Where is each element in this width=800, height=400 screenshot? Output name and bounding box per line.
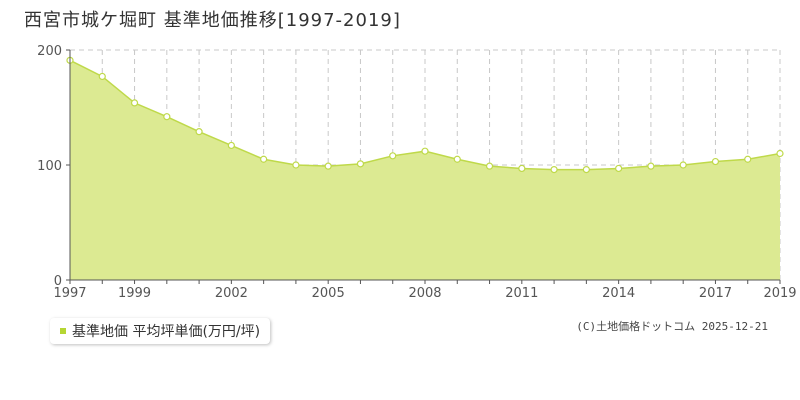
legend-label: 基準地価 平均坪単価(万円/坪): [72, 324, 261, 340]
data-point: [195, 128, 203, 136]
area-fill: [70, 60, 780, 280]
chart-plot: 0 100 200 1997 1999 2002 2005 2008 2011 2014 2017 2…: [37, 44, 796, 301]
data-point: [550, 166, 558, 174]
data-point: [679, 161, 687, 169]
data-point: [389, 152, 397, 160]
x-tick-label: 1999: [118, 286, 151, 301]
x-tick-label: 2017: [699, 286, 732, 301]
legend-swatch: [60, 328, 66, 334]
data-point: [227, 141, 235, 150]
x-tick-label: 2014: [602, 286, 635, 301]
data-point: [292, 161, 300, 169]
data-point: [163, 113, 171, 121]
legend: 基準地価 平均坪単価(万円/坪): [50, 318, 271, 344]
data-point: [776, 149, 784, 158]
x-tick-label: 2005: [312, 286, 345, 301]
data-point: [324, 162, 332, 170]
data-point: [356, 160, 365, 168]
x-tick-label: 2008: [408, 286, 441, 301]
x-tick-label: 2011: [505, 286, 538, 301]
axes: [66, 49, 781, 284]
y-tick-label: 200: [37, 44, 62, 59]
data-point: [518, 164, 526, 173]
data-point: [130, 99, 139, 107]
y-tick-label: 100: [37, 159, 62, 174]
y-tick-label: 0: [54, 274, 62, 289]
copyright-credit: (C)土地価格ドットコム 2025-12-21: [576, 320, 768, 333]
x-tick-label: 2002: [215, 286, 248, 301]
data-point: [421, 147, 429, 155]
x-tick-label: 2019: [763, 286, 796, 301]
data-point: [647, 162, 655, 170]
data-points: [66, 56, 784, 174]
data-point: [711, 157, 720, 166]
data-point: [582, 166, 590, 174]
x-tick-label: 1997: [53, 286, 86, 301]
data-point: [453, 155, 461, 163]
data-point: [744, 155, 752, 163]
chart-title: 西宮市城ケ堀町 基準地価推移[1997-2019]: [24, 10, 401, 31]
tick-labels: 0 100 200 1997 1999 2002 2005 2008 2011 2014 2017 2…: [37, 44, 796, 301]
data-point: [485, 162, 494, 170]
data-point: [615, 164, 623, 173]
data-point: [260, 155, 268, 163]
data-point: [98, 72, 106, 81]
